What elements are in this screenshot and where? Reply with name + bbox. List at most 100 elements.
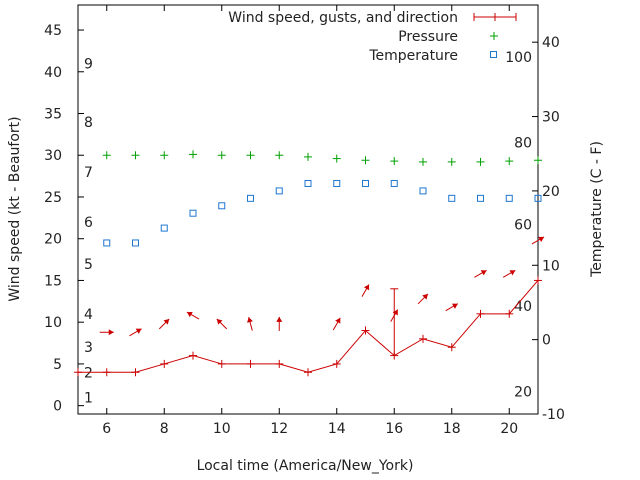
beaufort-label: 5: [84, 257, 93, 273]
wind-speed-point: [419, 334, 427, 343]
x-tick-label: 14: [328, 421, 346, 437]
wind-direction-arrow: [417, 293, 429, 305]
y-tick-label: 35: [44, 107, 62, 123]
wind-direction-arrow: [390, 309, 399, 322]
x-tick-label: 16: [385, 421, 403, 437]
temperature-point: [247, 194, 254, 202]
fahrenheit-label: 60: [514, 217, 532, 233]
wind-speed-point: [505, 309, 514, 318]
x-tick-label: 8: [160, 421, 169, 437]
temperature-point: [160, 224, 168, 232]
y-tick-label: 45: [44, 23, 62, 39]
pressure-point: [361, 156, 370, 165]
temperature-point: [390, 179, 398, 187]
temperature-point: [132, 239, 139, 247]
temperature-point: [362, 179, 369, 187]
y-tick-label: 30: [44, 148, 62, 164]
x-tick-label: 12: [270, 421, 288, 437]
x-axis-title: Local time (America/New_York): [197, 458, 414, 474]
wind-direction-arrow: [531, 236, 545, 245]
temperature-point: [448, 194, 456, 202]
x-tick-label: 18: [443, 421, 461, 437]
temperature-point: [189, 209, 197, 217]
y2-tick-label: -10: [542, 407, 565, 423]
temperature-point: [333, 179, 341, 187]
legend-label-pressure: Pressure: [398, 29, 458, 45]
wind-speed-point: [189, 351, 197, 360]
pressure-point: [419, 157, 427, 166]
wind-speed-point: [332, 359, 341, 368]
y2-tick-label: 40: [542, 35, 560, 51]
y-tick-label: 20: [44, 232, 62, 248]
beaufort-label: 4: [84, 307, 93, 323]
pressure-point: [390, 157, 399, 166]
plot-frame: [77, 4, 539, 415]
wind-speed-point: [131, 368, 140, 377]
y-tick-label: 10: [44, 315, 62, 331]
beaufort-label: 2: [84, 365, 93, 381]
temperature-point: [505, 194, 513, 202]
series-layer: [74, 150, 545, 377]
wind-speed-point: [476, 309, 485, 318]
wind-direction-arrow: [99, 329, 114, 336]
y-axis-title: Wind speed (kt - Beaufort): [7, 116, 23, 301]
wind-direction-arrow: [332, 317, 341, 331]
wind-speed-point: [102, 368, 111, 377]
wind-speed-point: [217, 359, 226, 368]
axis-ticks: [78, 5, 538, 415]
beaufort-label: 7: [84, 165, 93, 181]
wind-direction-arrow: [158, 318, 170, 330]
pressure-point: [505, 157, 514, 166]
y2-axis-title: Temperature (C - F): [589, 141, 605, 278]
pressure-point: [275, 151, 284, 160]
y-tick-label: 0: [53, 399, 62, 415]
pressure-point: [447, 157, 456, 166]
legend-label-temperature: Temperature: [368, 48, 458, 64]
pressure-point: [160, 151, 169, 160]
pressure-point: [534, 156, 542, 165]
wind-speed-point: [304, 368, 312, 377]
wind-speed-point: [74, 368, 82, 377]
tick-labels: 6 8 10 12 14 16 18 20051015202530354045-1001020…: [44, 23, 565, 437]
legend-label-wind: Wind speed, gusts, and direction: [228, 10, 458, 26]
pressure-point: [189, 150, 197, 159]
y-tick-label: 5: [53, 357, 62, 373]
pressure-point: [304, 152, 312, 161]
y2-tick-label: 20: [542, 184, 560, 200]
fahrenheit-label: 20: [514, 385, 532, 401]
y2-tick-label: 0: [542, 333, 551, 349]
temperature-point: [477, 194, 484, 202]
x-tick-label: 10: [213, 421, 231, 437]
temperature-point: [304, 179, 312, 187]
wind-direction-arrow: [361, 284, 370, 297]
pressure-point: [476, 157, 485, 166]
pressure-point: [102, 151, 111, 160]
wind-direction-arrow: [502, 269, 516, 278]
wind-speed-point: [160, 359, 169, 368]
fahrenheit-label: 100: [505, 50, 532, 66]
wind-speed-point: [534, 276, 542, 285]
x-tick-label: 20: [500, 421, 518, 437]
fahrenheit-label: 40: [514, 299, 532, 315]
pressure-point: [246, 151, 255, 160]
y2-tick-label: 30: [542, 110, 560, 126]
wind-direction-arrow: [216, 318, 228, 330]
beaufort-label: 3: [84, 340, 93, 356]
wind-speed-point: [246, 359, 255, 368]
y-tick-label: 15: [44, 273, 62, 289]
wind-speed-point: [275, 359, 284, 368]
temperature-point: [419, 187, 427, 195]
beaufort-label: 1: [84, 390, 93, 406]
wind-direction-arrow: [445, 303, 459, 312]
x-tick-label: 6: [102, 421, 111, 437]
beaufort-label: 8: [84, 115, 93, 131]
wind-direction-arrow: [247, 317, 253, 331]
beaufort-label: 9: [84, 56, 93, 72]
legend: Wind speed, gusts, and direction Pressur…: [228, 10, 517, 64]
wind-speed-line: [78, 280, 539, 373]
wind-speed-point: [361, 326, 370, 335]
temperature-point: [218, 202, 226, 210]
y-tick-label: 40: [44, 65, 62, 81]
temperature-point: [103, 239, 111, 247]
